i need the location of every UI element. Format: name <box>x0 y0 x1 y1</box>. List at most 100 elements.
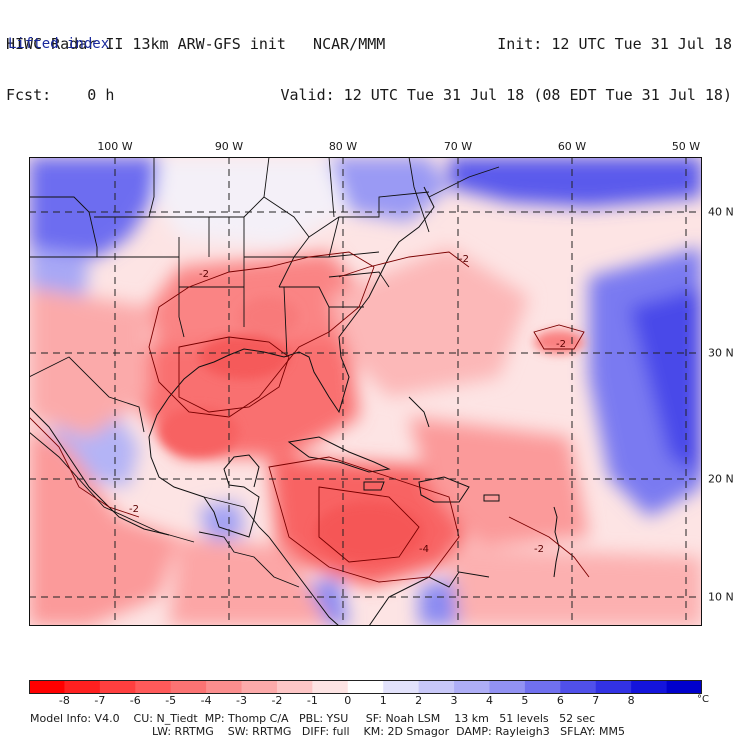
unstable-region-pacific-mexico <box>29 427 179 626</box>
stable-region-northwest <box>29 157 159 257</box>
boundary-line <box>198 531 300 588</box>
stable-region-atlantic-core <box>629 287 702 477</box>
colorbar-swatch <box>29 680 65 694</box>
colorbar-label: -5 <box>165 694 177 707</box>
colorbar-frame <box>29 680 702 694</box>
colorbar-label: 1 <box>379 694 387 707</box>
contour-label: -2 <box>534 544 544 555</box>
coastline-jamaica <box>363 481 385 491</box>
colorbar-swatch <box>418 680 455 694</box>
model-title: HIWC Radar II 13km ARW-GFS init NCAR/MMM <box>6 35 386 53</box>
colorbar-label: 4 <box>485 694 493 707</box>
boundary-us-mexico <box>29 356 145 433</box>
colorbar-label: 2 <box>415 694 423 707</box>
boundary-line <box>408 157 430 233</box>
coastline-us-gulf <box>148 186 435 498</box>
unstable-region-atlantic-coast <box>329 247 529 397</box>
forecast-hour: Fcst: 0 h <box>6 86 115 104</box>
contour-label: -2 <box>556 339 566 350</box>
lifted-index-field-detail <box>159 297 584 562</box>
boundary-line <box>428 166 500 198</box>
contour-minus4-gulf <box>178 336 290 413</box>
unstable-region-texas <box>29 287 149 437</box>
coastline-puerto-rico <box>483 494 500 502</box>
political-boundaries <box>29 157 500 588</box>
colorbar <box>29 680 702 694</box>
coastline-central-america <box>268 536 340 626</box>
contour-label: -2 <box>459 254 469 265</box>
lon-label-50w: 50 W <box>671 140 701 153</box>
header-right: Init: 12 UTC Tue 31 Jul 18 Valid: 12 UTC… <box>280 2 732 121</box>
core-southeast <box>239 297 299 337</box>
stable-region-atlantic-north <box>449 157 702 207</box>
lon-label-100w: 100 W <box>97 140 133 153</box>
contour-label: -2 <box>129 504 139 515</box>
colorbar-label: -8 <box>58 694 70 707</box>
contour-minus4-caribbean <box>318 486 420 563</box>
lon-label-70w: 70 W <box>443 140 473 153</box>
unstable-region-eastern-caribbean <box>409 417 589 547</box>
core-atlantic <box>534 330 584 354</box>
neutral-region-midwest <box>154 157 349 247</box>
colorbar-swatch <box>524 680 561 694</box>
boundary-line <box>328 157 335 218</box>
colorbar-unit: °C <box>697 694 709 705</box>
header-left: HIWC Radar II 13km ARW-GFS init NCAR/MMM… <box>6 2 385 121</box>
contour-minus2-south <box>508 516 590 578</box>
colorbar-label: 3 <box>450 694 458 707</box>
unstable-region-south-atlantic <box>449 547 702 626</box>
contour-minus2-pacific <box>29 416 140 518</box>
boundary-line <box>283 286 288 358</box>
colorbar-swatch <box>276 680 313 694</box>
colorbar-swatch <box>170 680 207 694</box>
lon-label-90w: 90 W <box>214 140 244 153</box>
init-time: Init: 12 UTC Tue 31 Jul 18 <box>497 35 732 53</box>
core-western-gulf <box>159 407 239 457</box>
boundary-line <box>203 496 270 538</box>
coastline-pacific-mexico <box>29 406 170 536</box>
coastline-bahamas <box>408 396 430 428</box>
valid-time: Valid: 12 UTC Tue 31 Jul 18 (08 EDT Tue … <box>280 86 732 104</box>
lat-label-10n: 10 N <box>708 590 734 604</box>
coastline-yucatan <box>203 454 260 538</box>
colorbar-swatch <box>560 680 597 694</box>
colorbar-label: 7 <box>592 694 600 707</box>
field-name: Lifted index <box>8 36 110 52</box>
colorbar-swatch <box>312 680 349 694</box>
colorbar-swatch <box>489 680 526 694</box>
boundary-line <box>308 191 430 238</box>
stable-region-south-america <box>419 577 459 626</box>
colorbar-swatch <box>383 680 420 694</box>
contour-minus2-gulf <box>148 251 375 418</box>
colorbar-label: -2 <box>271 694 283 707</box>
colorbar-label: -6 <box>129 694 141 707</box>
boundary-line <box>94 157 155 218</box>
lon-label-60w: 60 W <box>557 140 587 153</box>
core-caribbean <box>314 502 424 562</box>
boundary-line <box>29 431 195 543</box>
core-gulf-coast <box>199 335 289 379</box>
map-frame <box>29 157 702 626</box>
lat-label-30n: 30 N <box>708 346 734 360</box>
colorbar-label: 8 <box>627 694 635 707</box>
stable-region-northeast <box>329 157 449 222</box>
colorbar-label: -3 <box>236 694 247 707</box>
colorbar-swatch <box>64 680 101 694</box>
colorbar-label: -4 <box>200 694 212 707</box>
lat-label-40n: 40 N <box>708 205 734 219</box>
unstable-region-eastern-pacific <box>169 537 329 626</box>
coastline-hispaniola <box>418 476 470 503</box>
boundary-line <box>209 216 245 327</box>
colorbar-swatch <box>631 680 668 694</box>
boundary-line <box>178 257 185 338</box>
colorbar-label: -1 <box>306 694 318 707</box>
contour-label: -4 <box>419 544 429 555</box>
contour-minus2-caribbean <box>268 456 460 583</box>
contour-minus2-coast <box>338 251 470 278</box>
model-physics: LW: RRTMG SW: RRTMG DIFF: full KM: 2D Sm… <box>152 725 625 738</box>
boundary-line <box>279 286 330 337</box>
model-info: Model Info: V4.0 CU: N_Tiedt MP: Thomp C… <box>30 712 596 725</box>
colorbar-swatch <box>666 680 702 694</box>
colorbar-label: 0 <box>344 694 352 707</box>
colorbar-swatch <box>454 680 490 694</box>
